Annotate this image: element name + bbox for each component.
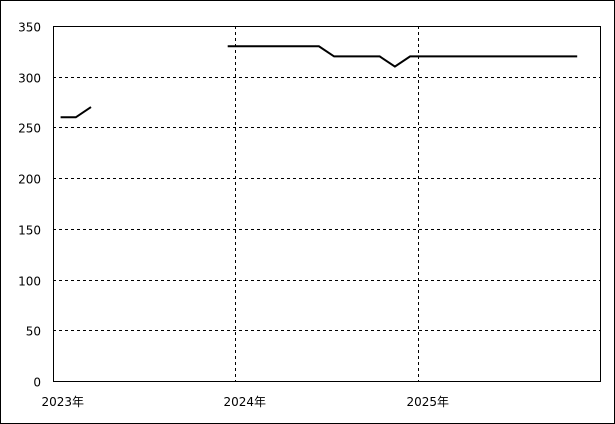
y-tick-label: 100 xyxy=(18,275,41,289)
y-tick-label: 50 xyxy=(26,325,41,339)
y-tick-label: 0 xyxy=(33,376,41,390)
series-line-segment xyxy=(227,45,578,68)
x-tick-label: 2023年 xyxy=(42,395,85,409)
y-tick-label: 300 xyxy=(18,72,41,86)
y-tick-label: 200 xyxy=(18,173,41,187)
y-tick-label: 250 xyxy=(18,122,41,136)
y-tick-label: 350 xyxy=(18,21,41,35)
plot-area xyxy=(53,26,601,382)
series-line-segment xyxy=(60,106,92,119)
x-tick-label: 2025年 xyxy=(407,395,450,409)
x-tick-label: 2024年 xyxy=(224,395,267,409)
y-tick-label: 150 xyxy=(18,224,41,238)
